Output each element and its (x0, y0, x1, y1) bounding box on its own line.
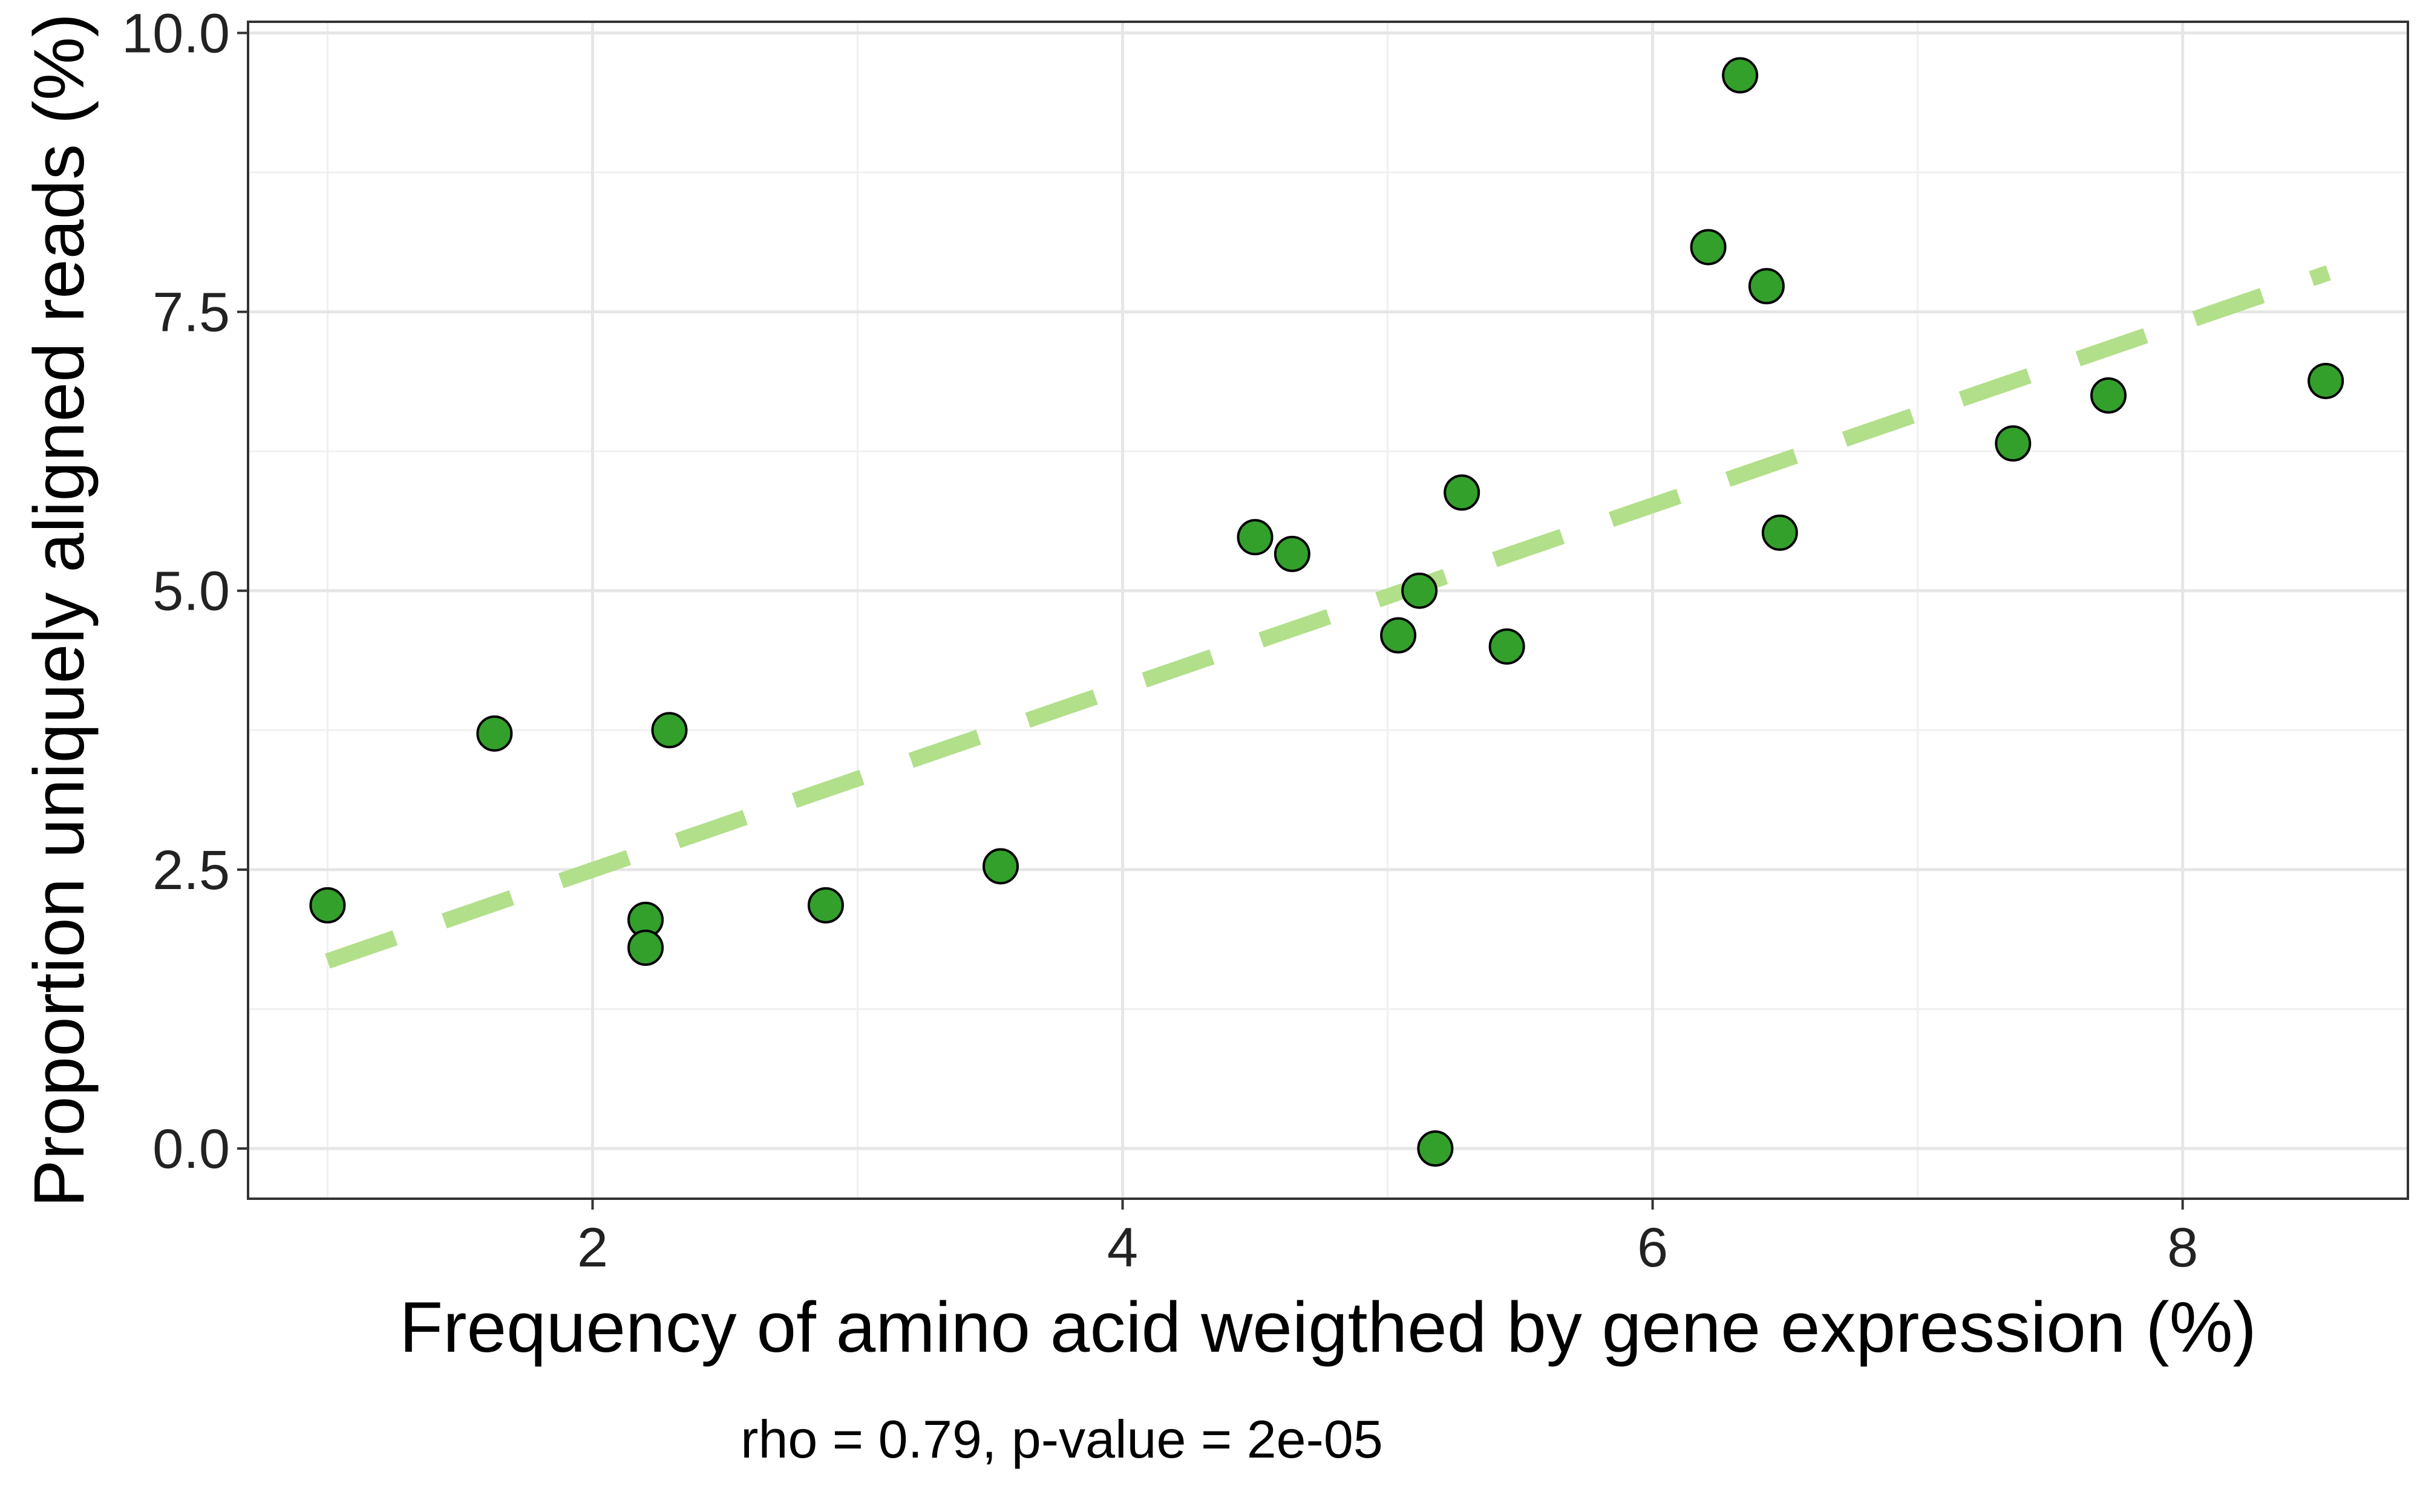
axes: 2 4 6 8 0.0 2.5 5.0 7.5 10.0 (122, 2, 2198, 1279)
y-tick-label: 7.5 (152, 282, 230, 344)
data-point (651, 712, 688, 749)
data-point (983, 848, 1019, 885)
data-point (1444, 474, 1480, 511)
data-point (1274, 535, 1310, 572)
x-tick-label: 4 (1107, 1217, 1138, 1279)
chart-caption: rho = 0.79, p-value = 2e-05 (741, 1409, 1383, 1469)
grid-lines (248, 22, 2408, 1199)
trend-line-group (325, 265, 2331, 969)
y-tick-label: 0.0 (152, 1118, 230, 1180)
data-point (1722, 57, 1759, 94)
data-point (1690, 229, 1727, 266)
y-axis-title: Proportion uniquely aligned reads (%) (19, 13, 99, 1207)
data-point (2307, 362, 2344, 399)
data-point (627, 929, 664, 966)
data-points (309, 57, 2344, 1167)
x-tick-label: 2 (577, 1217, 608, 1279)
data-point (1380, 617, 1417, 654)
data-point (476, 715, 513, 752)
y-tick-label: 10.0 (122, 2, 230, 64)
data-point (1761, 514, 1798, 551)
trend-line (325, 265, 2331, 969)
data-point (1748, 268, 1785, 305)
x-axis-title: Frequency of amino acid weigthed by gene… (399, 1288, 2257, 1367)
y-tick-label: 2.5 (152, 839, 230, 901)
data-point (1401, 572, 1438, 609)
x-tick-label: 8 (2167, 1217, 2198, 1279)
data-point (807, 887, 844, 924)
data-point (1417, 1130, 1454, 1167)
data-point (309, 887, 346, 924)
data-point (1488, 628, 1525, 665)
y-tick-label: 5.0 (152, 561, 230, 622)
plot-border (247, 21, 2409, 1200)
data-point (1995, 425, 2032, 462)
x-tick-label: 6 (1637, 1217, 1668, 1279)
data-point (1237, 519, 1274, 556)
plot-panel (248, 22, 2408, 1199)
data-point (2090, 377, 2127, 414)
